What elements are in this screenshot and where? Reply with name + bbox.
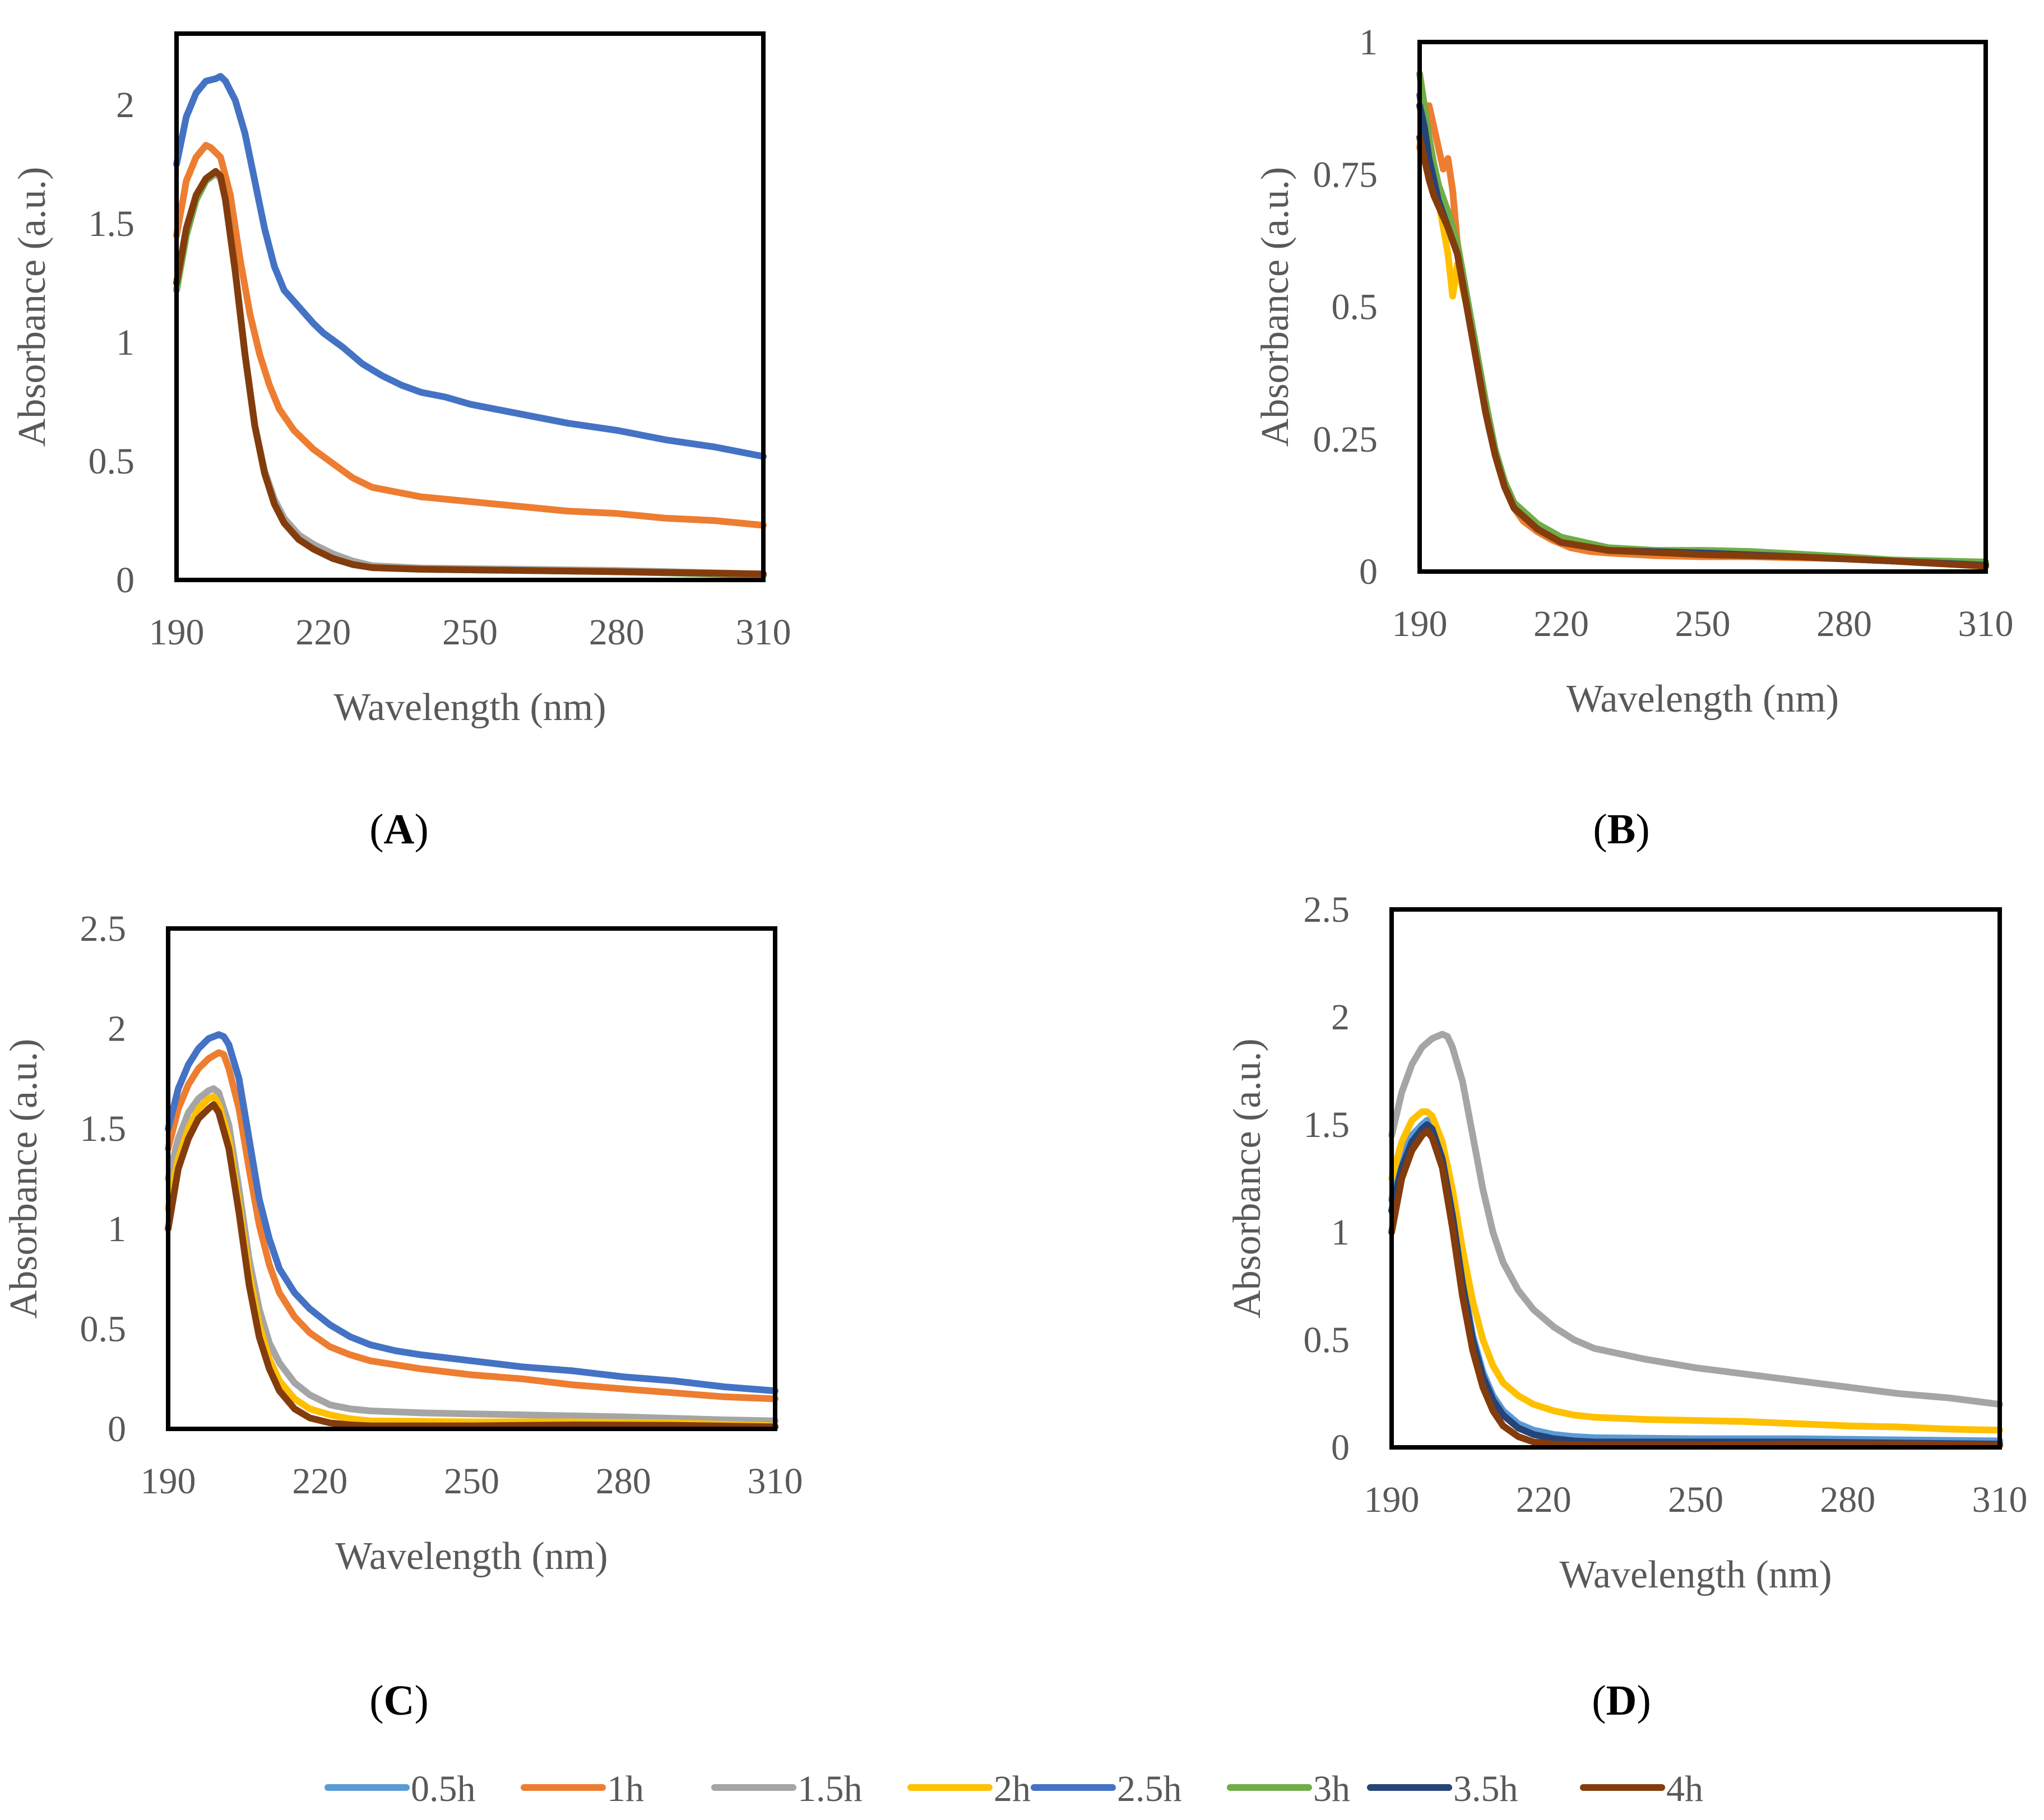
series-line-2h (1388, 1108, 2003, 1434)
x-tick-label: 190 (149, 612, 205, 653)
y-tick-label: 0.5 (1332, 287, 1378, 328)
y-tick-label: 1.5 (1304, 1104, 1350, 1145)
x-tick-label: 250 (444, 1461, 499, 1502)
y-tick-label: 0.5 (1304, 1320, 1350, 1361)
legend-item-0-5h: 0.5h (325, 1768, 476, 1809)
y-axis-title: Absorbance (a.u.) (1254, 167, 1297, 447)
y-tick-label: 0.5 (89, 441, 135, 482)
y-tick-label: 1.5 (89, 203, 135, 244)
legend-item-3h: 3h (1227, 1768, 1350, 1809)
panel-label-a: (A) (369, 806, 429, 853)
y-tick-label: 2.5 (80, 908, 127, 949)
plot-frame (166, 926, 777, 1431)
y-tick-label: 2.5 (1304, 889, 1350, 930)
y-tick-label: 1 (1359, 22, 1378, 63)
y-tick-label: 0 (1331, 1427, 1350, 1468)
series-line-4h (165, 1101, 778, 1431)
x-tick-label: 220 (1533, 603, 1589, 644)
plot-frame (1417, 40, 1988, 574)
series-line-1h (173, 142, 767, 529)
legend-label: 3h (1313, 1768, 1350, 1809)
x-tick-label: 220 (1516, 1479, 1572, 1520)
legend-label: 2h (994, 1768, 1031, 1809)
legend-label: 3.5h (1453, 1768, 1518, 1809)
y-tick-label: 1.5 (80, 1108, 127, 1149)
x-tick-label: 250 (1668, 1479, 1723, 1520)
y-axis-title: Absorbance (a.u.) (2, 1039, 45, 1319)
x-axis-title: Wavelength (nm) (333, 686, 606, 729)
chart-panel-a: 190 220 250 280 310 0 0.5 1 1.5 2 Wavelength (nm) A… (11, 31, 791, 853)
plot-frame (1389, 907, 2002, 1450)
legend-item-2-5h: 2.5h (1031, 1768, 1182, 1809)
series-line-1-5h (165, 1085, 778, 1424)
plot-frame (174, 31, 766, 582)
x-axis-title: Wavelength (nm) (1566, 677, 1839, 721)
series-line-4h (173, 168, 767, 578)
y-axis-title: Absorbance (a.u.) (11, 167, 54, 447)
x-tick-label: 190 (1364, 1479, 1420, 1520)
series-line-3-5h (1416, 102, 1989, 569)
legend-label: 1h (607, 1768, 644, 1809)
legend-item-4h: 4h (1580, 1768, 1703, 1809)
y-tick-label: 2 (116, 85, 135, 126)
series-line-1h (1416, 102, 1989, 569)
series-line-2h (1416, 134, 1989, 567)
y-tick-label: 0.25 (1313, 419, 1378, 460)
legend: 0.5h 1h 1.5h 2h 2.5h 3h 3.5h 4h (325, 1768, 1703, 1809)
x-axis-title: Wavelength (nm) (1559, 1553, 1832, 1596)
chart-panel-b: 190 220 250 280 310 0 0.25 0.5 0.75 1 Wavelength (… (1254, 22, 2014, 853)
legend-label: 1.5h (798, 1768, 863, 1809)
y-tick-label: 0 (108, 1409, 126, 1450)
x-tick-label: 220 (295, 612, 351, 653)
x-tick-label: 310 (748, 1461, 803, 1502)
series-line-1-5h (1388, 1030, 2003, 1408)
series-line-2-5h (165, 1031, 778, 1395)
series-line-1h (165, 1049, 778, 1403)
y-tick-label: 1 (116, 322, 135, 363)
panel-label-c: (C) (369, 1677, 429, 1724)
x-tick-label: 280 (596, 1461, 651, 1502)
series-line-4h (1416, 134, 1989, 570)
x-tick-label: 310 (1958, 603, 2014, 644)
y-tick-label: 0.75 (1313, 154, 1378, 195)
legend-label: 4h (1666, 1768, 1703, 1809)
x-tick-label: 280 (589, 612, 645, 653)
legend-label: 2.5h (1117, 1768, 1182, 1809)
x-tick-label: 310 (1972, 1479, 2028, 1520)
y-tick-label: 0.5 (80, 1308, 127, 1349)
x-tick-label: 250 (1675, 603, 1731, 644)
y-tick-label: 0 (1359, 551, 1378, 592)
legend-item-3-5h: 3.5h (1367, 1768, 1518, 1809)
y-tick-label: 1 (108, 1209, 126, 1250)
y-tick-label: 2 (108, 1009, 126, 1050)
legend-label: 0.5h (411, 1768, 476, 1809)
legend-item-1h: 1h (521, 1768, 644, 1809)
x-tick-label: 310 (736, 612, 791, 653)
panel-label-b: (B) (1593, 806, 1649, 853)
x-tick-label: 280 (1816, 603, 1872, 644)
chart-panel-d: 190 220 250 280 310 0 0.5 1 1.5 2 2.5 Wavelength (n… (1226, 889, 2028, 1724)
x-tick-label: 190 (141, 1461, 196, 1502)
x-tick-label: 190 (1392, 603, 1448, 644)
y-tick-label: 1 (1331, 1212, 1350, 1253)
panel-label-d: (D) (1592, 1677, 1651, 1724)
x-axis-title: Wavelength (nm) (335, 1535, 608, 1578)
series-line-2-5h (173, 73, 767, 460)
legend-item-2h: 2h (907, 1768, 1031, 1809)
y-axis-title: Absorbance (a.u.) (1226, 1038, 1269, 1318)
chart-panel-c: 190 220 250 280 310 0 0.5 1 1.5 2 2.5 Wavelength (n… (2, 908, 803, 1724)
y-tick-label: 2 (1331, 997, 1350, 1038)
x-tick-label: 220 (292, 1461, 347, 1502)
legend-item-1-5h: 1.5h (711, 1768, 863, 1809)
y-tick-label: 0 (116, 560, 135, 601)
x-tick-label: 250 (442, 612, 498, 653)
x-tick-label: 280 (1820, 1479, 1875, 1520)
